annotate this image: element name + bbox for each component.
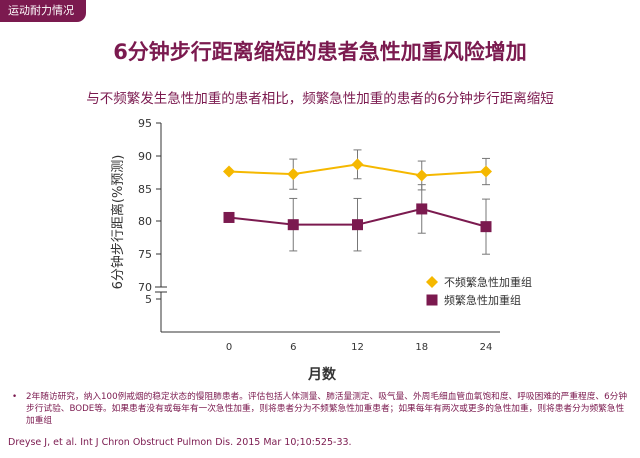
citation: Dreyse J, et al. Int J Chron Obstruct Pu… bbox=[8, 437, 352, 448]
data-point-diamond bbox=[415, 169, 428, 182]
x-tick-label: 18 bbox=[415, 342, 428, 353]
slide-title: 6分钟步行距离缩短的患者急性加重风险增加 bbox=[113, 40, 527, 64]
section-tag: 运动耐力情况 bbox=[0, 0, 86, 22]
y-tick-label: 70 bbox=[138, 281, 152, 294]
data-point-diamond bbox=[351, 158, 364, 171]
x-tick-label: 24 bbox=[480, 342, 493, 353]
data-point-square bbox=[480, 221, 492, 233]
slide-subtitle: 与不频繁发生急性加重的患者相比，频繁急性加重的患者的6分钟步行距离缩短 bbox=[86, 91, 554, 107]
y-tick-label: 80 bbox=[138, 215, 152, 228]
data-point-square bbox=[223, 211, 235, 223]
data-point-diamond bbox=[480, 165, 492, 178]
legend-marker-square bbox=[426, 294, 438, 306]
footnote-text: 2年随访研究，纳入100例戒烟的稳定状态的慢阻肺患者。评估包括人体测量、肺活量测… bbox=[26, 392, 628, 426]
x-tick-label: 6 bbox=[290, 342, 296, 353]
chart-axes: 95 90 85 80 75 705 0 6 12 18 24 月数 6分钟步行距离(%预测) bbox=[110, 117, 500, 383]
line-chart: 95 90 85 80 75 705 0 6 12 18 24 月数 6分钟步行距离(%预测) 不频繁急… bbox=[110, 117, 532, 383]
data-point-diamond bbox=[287, 168, 300, 181]
data-point-square bbox=[287, 219, 299, 231]
y-tick-label: 90 bbox=[138, 150, 152, 163]
y-tick-label: 75 bbox=[138, 248, 152, 261]
y-tick-label: 85 bbox=[138, 183, 152, 196]
data-point-square bbox=[416, 203, 428, 215]
x-tick-label: 0 bbox=[226, 342, 232, 353]
y-tick-label: 5 bbox=[145, 293, 152, 306]
legend-label: 不频繁急性加重组 bbox=[444, 275, 532, 289]
chart-marks bbox=[223, 149, 492, 255]
y-tick-label: 95 bbox=[138, 117, 152, 130]
legend-marker-diamond bbox=[426, 276, 438, 288]
y-axis-title: 6分钟步行距离(%预测) bbox=[110, 155, 126, 290]
legend-label: 频繁急性加重组 bbox=[444, 293, 521, 307]
data-point-diamond bbox=[223, 165, 235, 178]
x-tick-label: 12 bbox=[351, 342, 364, 353]
x-axis-title: 月数 bbox=[307, 366, 337, 383]
footnote: • 2年随访研究，纳入100例戒烟的稳定状态的慢阻肺患者。评估包括人体测量、肺活… bbox=[12, 391, 627, 427]
footnote-bullet: • bbox=[12, 392, 18, 402]
data-point-square bbox=[352, 219, 363, 231]
